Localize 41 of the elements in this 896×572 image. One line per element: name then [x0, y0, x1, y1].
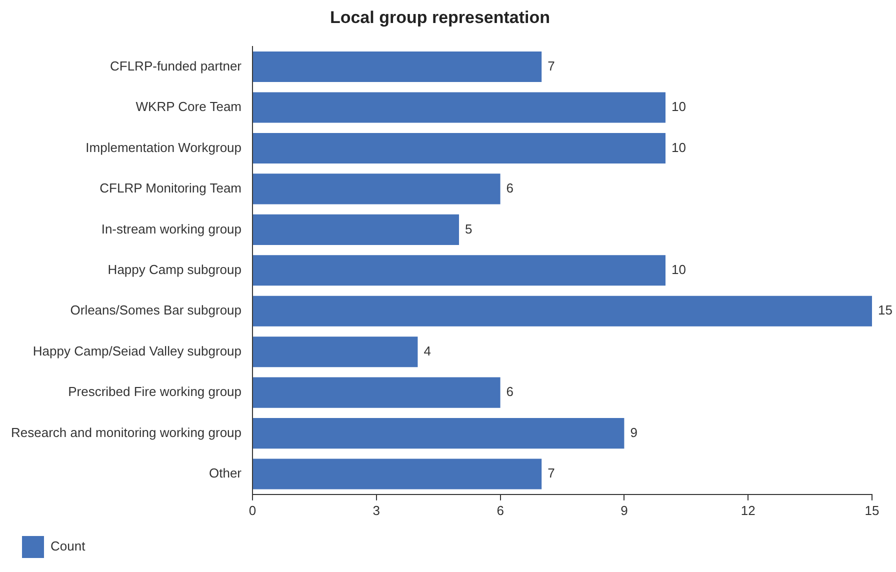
x-tick-label: 9 [620, 502, 628, 518]
x-tick-label: 3 [372, 502, 380, 518]
y-tick-label: Happy Camp/Seiad Valley subgroup [32, 343, 242, 358]
bar [253, 418, 624, 449]
y-tick-label: Happy Camp subgroup [108, 262, 242, 277]
y-tick-label: Prescribed Fire working group [68, 384, 242, 400]
data-label: 10 [672, 140, 686, 155]
bar [253, 458, 542, 490]
x-tick-label: 12 [740, 502, 756, 518]
chart-title: Local group representation [330, 8, 550, 27]
bar [253, 336, 418, 368]
y-tick-label: Research and monitoring working group [11, 424, 242, 440]
x-tick-label: 6 [496, 502, 504, 518]
data-label: 7 [548, 58, 555, 74]
data-label: 6 [506, 384, 514, 400]
y-tick-label: Orleans/Somes Bar subgroup [70, 302, 242, 318]
legend-label: Count [50, 538, 86, 554]
bar [253, 132, 666, 164]
data-label: 9 [630, 424, 638, 440]
bar [253, 51, 542, 82]
data-label: 15 [878, 302, 892, 318]
y-tick-label: CFLRP-funded partner [110, 58, 242, 74]
data-label: 4 [424, 343, 431, 358]
y-tick-label: CFLRP Monitoring Team [100, 180, 242, 196]
bar [253, 214, 460, 245]
bar [253, 92, 666, 123]
bar [253, 174, 500, 204]
data-label: 5 [465, 221, 472, 236]
x-tick-label: 15 [864, 502, 880, 518]
data-label: 7 [548, 466, 555, 481]
y-tick-label: Implementation Workgroup [86, 140, 242, 155]
y-tick-label: In-stream working group [101, 221, 242, 236]
data-label: 6 [506, 180, 514, 196]
bar [253, 296, 872, 326]
y-tick-label: WKRP Core Team [136, 99, 242, 114]
y-tick-label: Other [209, 466, 242, 481]
bar [253, 377, 500, 408]
x-tick-label: 0 [248, 502, 256, 518]
bar [253, 255, 666, 286]
data-label: 10 [672, 262, 686, 277]
data-label: 10 [672, 99, 686, 114]
